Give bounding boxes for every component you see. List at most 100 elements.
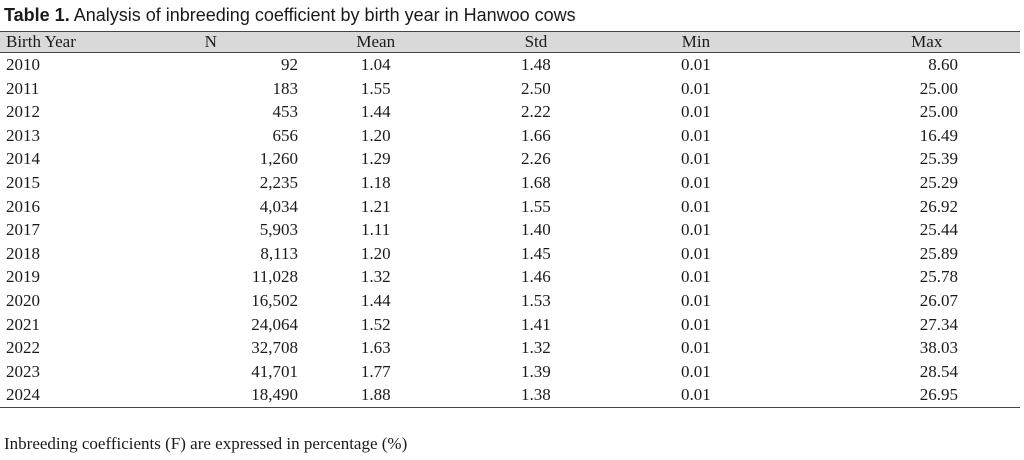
- cell-min: 0.01: [681, 149, 711, 169]
- cell-max: 28.54: [919, 361, 958, 381]
- cell-max: 25.89: [919, 243, 958, 263]
- cell-mean: 1.21: [360, 196, 391, 216]
- cell-mean: 1.55: [360, 78, 391, 98]
- cell-mean: 1.44: [360, 102, 391, 122]
- cell-min: 0.01: [681, 220, 711, 240]
- cell-birth-year: 2019: [6, 267, 40, 287]
- cell-std: 1.53: [521, 290, 551, 310]
- cell-std: 1.41: [521, 314, 551, 334]
- cell-std: 1.68: [521, 172, 551, 192]
- table-caption: Table 1. Analysis of inbreeding coeffici…: [4, 4, 576, 26]
- cell-std: 1.66: [521, 125, 551, 145]
- header-max: Max: [773, 31, 1020, 53]
- cell-min: 0.01: [681, 243, 711, 263]
- cell-n: 8,113: [260, 243, 298, 263]
- cell-max: 25.44: [919, 220, 958, 240]
- cell-n: 24,064: [251, 314, 298, 334]
- table-footnote: Inbreeding coefficients (F) are expresse…: [4, 434, 408, 453]
- cell-min: 0.01: [681, 125, 711, 145]
- cell-n: 453: [272, 102, 298, 122]
- table-row: 2013 656 1.20 1.66 0.01 16.49: [0, 124, 1020, 148]
- cell-n: 18,490: [103, 383, 298, 408]
- cell-max: 26.95: [773, 383, 1020, 408]
- cell-n: 4,034: [259, 196, 298, 216]
- header-min: Min: [618, 31, 774, 53]
- table-row: 2022 32,708 1.63 1.32 0.01 38.03: [0, 336, 1020, 360]
- table-row: 2012 453 1.44 2.22 0.01 25.00: [0, 100, 1020, 124]
- cell-min: 0.01: [681, 196, 711, 216]
- cell-min: 0.01: [681, 338, 711, 358]
- header-mean: Mean: [297, 31, 454, 53]
- header-std: Std: [453, 31, 619, 53]
- table-row: 2016 4,034 1.21 1.55 0.01 26.92: [0, 195, 1020, 219]
- cell-mean: 1.52: [360, 314, 391, 334]
- cell-mean: 1.77: [360, 361, 391, 381]
- cell-mean: 1.29: [360, 149, 391, 169]
- cell-min: 0.01: [681, 78, 711, 98]
- cell-max: 27.34: [919, 314, 958, 334]
- table-caption-text: Analysis of inbreeding coefficient by bi…: [73, 5, 576, 25]
- table-row: 2017 5,903 1.11 1.40 0.01 25.44: [0, 218, 1020, 242]
- cell-birth-year: 2011: [6, 78, 40, 98]
- cell-max: 26.92: [919, 196, 958, 216]
- cell-mean: 1.44: [360, 290, 391, 310]
- cell-birth-year: 2012: [6, 102, 40, 122]
- cell-mean: 1.20: [360, 125, 391, 145]
- cell-std: 1.48: [521, 55, 551, 74]
- cell-min: 0.01: [618, 383, 774, 408]
- cell-n: 656: [272, 125, 298, 145]
- table-row: 2021 24,064 1.52 1.41 0.01 27.34: [0, 313, 1020, 337]
- table-row: 2024 18,490 1.88 1.38 0.01 26.95: [0, 383, 1020, 408]
- cell-birth-year: 2016: [6, 196, 40, 216]
- cell-n: 16,502: [251, 290, 298, 310]
- cell-max: 26.07: [919, 290, 958, 310]
- cell-max: 25.00: [919, 102, 958, 122]
- cell-min: 0.01: [681, 55, 711, 74]
- cell-max: 25.39: [919, 149, 958, 169]
- cell-n: 5,903: [259, 220, 298, 240]
- cell-min: 0.01: [681, 102, 711, 122]
- table-header: Birth Year N Mean Std Min Max: [0, 31, 1020, 53]
- cell-mean: 1.11: [361, 220, 391, 240]
- cell-max: 25.00: [919, 78, 958, 98]
- table-row: 2019 11,028 1.32 1.46 0.01 25.78: [0, 265, 1020, 289]
- cell-birth-year: 2010: [6, 55, 40, 74]
- cell-n: 92: [280, 55, 298, 74]
- header-row: Birth Year N Mean Std Min Max: [0, 31, 1020, 53]
- table-row: 2015 2,235 1.18 1.68 0.01 25.29: [0, 171, 1020, 195]
- cell-min: 0.01: [681, 290, 711, 310]
- table-caption-label: Table 1.: [4, 5, 70, 25]
- cell-std: 1.45: [521, 243, 551, 263]
- cell-birth-year: 2024: [0, 383, 104, 408]
- cell-max: 38.03: [919, 338, 958, 358]
- cell-birth-year: 2013: [6, 125, 40, 145]
- cell-mean: 1.18: [360, 172, 391, 192]
- table-row: 2020 16,502 1.44 1.53 0.01 26.07: [0, 289, 1020, 313]
- cell-birth-year: 2014: [6, 149, 40, 169]
- cell-std: 1.55: [521, 196, 551, 216]
- cell-mean: 1.32: [360, 267, 391, 287]
- cell-min: 0.01: [681, 172, 711, 192]
- cell-std: 1.32: [521, 338, 551, 358]
- cell-birth-year: 2015: [6, 172, 40, 192]
- cell-std: 1.40: [521, 220, 551, 240]
- cell-std: 2.22: [521, 102, 551, 122]
- cell-birth-year: 2022: [6, 338, 40, 358]
- cell-std: 1.38: [453, 383, 619, 408]
- cell-std: 1.46: [521, 267, 551, 287]
- inbreeding-table: Birth Year N Mean Std Min Max 2010 92 1.04…: [0, 31, 1020, 408]
- cell-birth-year: 2017: [6, 220, 40, 240]
- cell-min: 0.01: [681, 361, 711, 381]
- cell-n: 32,708: [251, 338, 298, 358]
- cell-birth-year: 2023: [6, 361, 40, 381]
- cell-std: 2.50: [521, 78, 551, 98]
- cell-min: 0.01: [681, 314, 711, 334]
- cell-n: 2,235: [259, 172, 298, 192]
- table-row: 2018 8,113 1.20 1.45 0.01 25.89: [0, 242, 1020, 266]
- cell-n: 183: [272, 78, 298, 98]
- cell-max: 25.29: [919, 172, 958, 192]
- cell-max: 25.78: [919, 267, 958, 287]
- cell-birth-year: 2018: [6, 243, 40, 263]
- table-row: 2010 92 1.04 1.48 0.01 8.60: [0, 53, 1020, 77]
- cell-max: 16.49: [919, 125, 958, 145]
